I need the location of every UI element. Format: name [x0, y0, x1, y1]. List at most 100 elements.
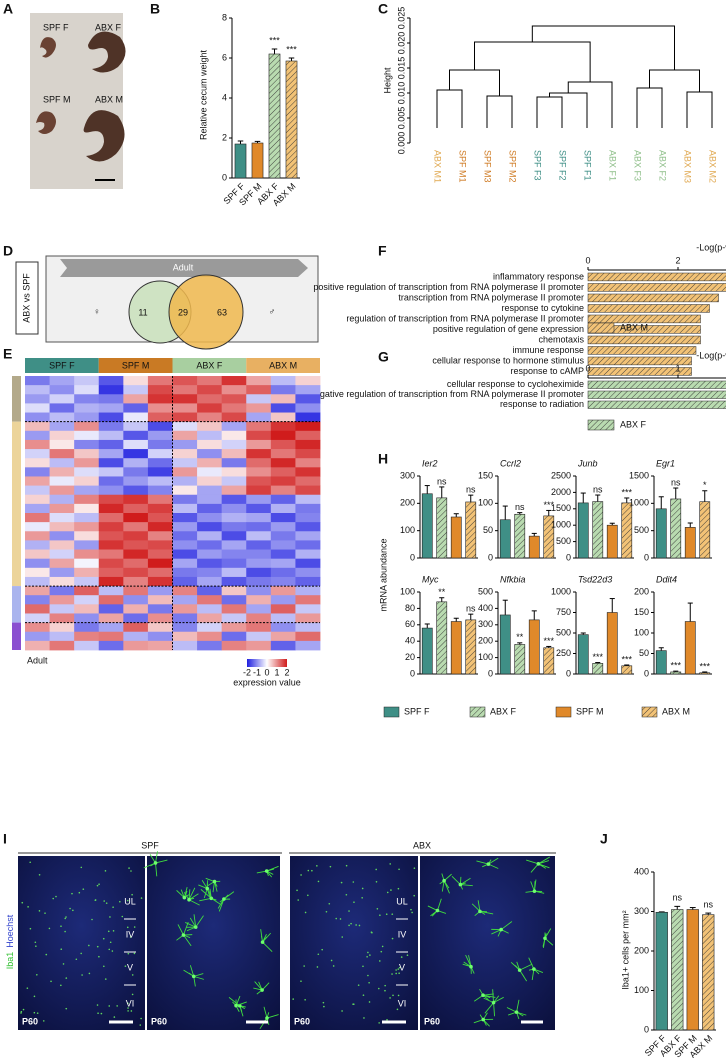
microglia-soma: [212, 879, 217, 884]
heatmap-cell: [98, 403, 124, 413]
heatmap-cell: [74, 631, 100, 642]
heatmap-cell: [270, 513, 296, 523]
microglia-dot: [29, 927, 32, 930]
y-tick-label: 0: [644, 552, 649, 562]
side-label: ABX vs SPF: [21, 273, 31, 323]
age-label: P60: [22, 1016, 38, 1026]
bar: [621, 502, 633, 559]
heatmap-cell: [49, 494, 75, 505]
heatmap-cell: [246, 576, 272, 587]
heatmap-cell: [74, 430, 100, 441]
heatmap-cell: [172, 604, 198, 614]
female-symbol: ♀: [94, 306, 101, 316]
heatmap-cell: [49, 503, 75, 514]
heatmap-cell: [197, 412, 223, 423]
panel-letter: I: [3, 831, 7, 847]
bar: [587, 356, 692, 366]
microglia-dot: [104, 870, 107, 872]
heatmap-cell: [74, 449, 100, 459]
microglia-dot: [398, 972, 400, 975]
bar: [587, 346, 697, 355]
microglia-dot: [131, 893, 133, 896]
y-tick-label: 80: [405, 603, 415, 613]
heatmap-cell: [197, 403, 223, 413]
cecum-photo: SPF F ABX F SPF M ABX M: [30, 13, 126, 189]
legend-label: ABX M: [662, 706, 690, 716]
y-tick-label: 400: [634, 866, 649, 876]
heatmap-cell: [295, 476, 321, 486]
bar: [699, 672, 711, 675]
heatmap-cell: [246, 531, 272, 541]
panel-letter: A: [3, 1, 13, 17]
microglia-dot: [353, 901, 355, 903]
y-tick-label: 750: [556, 607, 571, 617]
microglia-dot: [64, 930, 66, 933]
microglia-dot: [130, 870, 132, 872]
bar: [592, 501, 604, 559]
category-label: negative regulation of transcription fro…: [310, 389, 584, 399]
heatmap-cell: [25, 604, 50, 614]
microglia-dot: [50, 980, 52, 983]
heatmap-cell: [25, 631, 50, 642]
microglia-dot: [362, 994, 365, 996]
microglia-dot: [98, 955, 100, 958]
heatmap-cell: [74, 586, 100, 596]
microglia-dot: [75, 958, 78, 961]
microglia-dot: [300, 980, 302, 982]
heatmap-cell: [270, 503, 296, 514]
heatmap-cell: [147, 385, 173, 395]
y-tick-label: 100: [634, 627, 649, 637]
heatmap-cell: [147, 458, 173, 468]
microglia-dot: [116, 1005, 118, 1007]
heatmap-cell: [172, 558, 198, 569]
y-tick-label: 20: [405, 652, 415, 662]
microglia-dot: [48, 927, 51, 930]
heatmap-cell: [221, 567, 247, 578]
heatmap-cell: [172, 567, 198, 578]
heatmap-cell: [123, 394, 149, 404]
significance-label: ***: [670, 661, 681, 671]
microglia-dot: [45, 953, 48, 956]
heatmap-cell: [172, 376, 198, 386]
y-tick-label: 0: [488, 552, 493, 562]
heatmap-cell: [74, 531, 100, 541]
dendrogram-link: [449, 69, 500, 96]
legend-swatch: [587, 419, 615, 431]
y-tick-label: 0: [644, 668, 649, 678]
microglia: [228, 997, 246, 1017]
bar: [655, 650, 667, 675]
heatmap-cell: [147, 595, 173, 605]
y-tick-label: 40: [405, 636, 415, 646]
heatmap-cell: [197, 421, 223, 432]
microglia-dot: [121, 915, 124, 918]
heatmap-cell: [246, 549, 272, 560]
bar: [587, 304, 710, 313]
heatmap-cell: [295, 595, 321, 605]
microglia-dot: [316, 865, 318, 867]
microglia-dot: [33, 995, 36, 998]
heatmap-cell: [147, 531, 173, 541]
heatmap-cell: [295, 403, 321, 413]
heatmap-cell: [197, 494, 223, 505]
heatmap-cell: [98, 439, 124, 450]
microglia-dot: [71, 892, 73, 895]
microglia-dot: [411, 911, 413, 914]
bar: [702, 914, 715, 1031]
banner-label: Adult: [173, 262, 194, 272]
legend-label: ABX F: [620, 419, 647, 429]
heatmap-cell: [49, 558, 75, 569]
significance-label: ***: [286, 44, 297, 54]
heatmap-cell: [49, 613, 75, 623]
photo-label: SPF M: [43, 94, 71, 104]
heatmap-cell: [172, 595, 198, 605]
heatmap-cell: [270, 531, 296, 541]
microglia: [526, 856, 550, 873]
bar: [606, 524, 618, 559]
heatmap-cell: [221, 631, 247, 642]
panel-title: Ier2: [422, 458, 438, 468]
microglia-dot: [379, 960, 381, 962]
panel-title: Ccrl2: [500, 458, 521, 468]
heatmap-cell: [270, 467, 296, 477]
heatmap-cell: [295, 531, 321, 541]
heatmap-cell: [172, 476, 198, 486]
